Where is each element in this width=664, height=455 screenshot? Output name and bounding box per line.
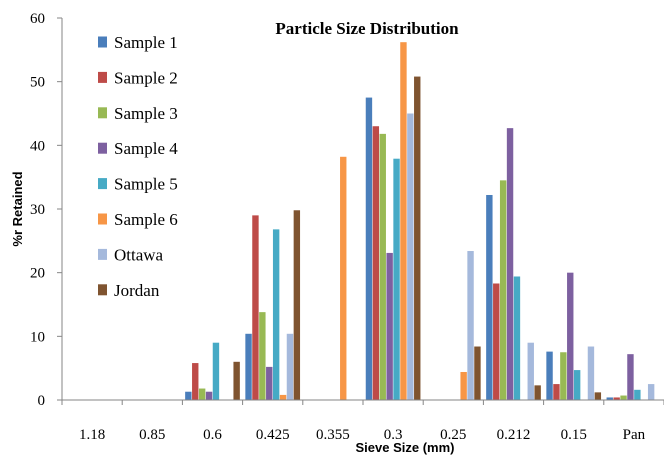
bar-sample-3-pan: [620, 395, 627, 400]
x-axis-label: Sieve Size (mm): [356, 440, 455, 455]
y-tick-label: 10: [30, 329, 45, 345]
bar-jordan-0_3: [414, 76, 421, 400]
legend-item-sample-3: Sample 3: [98, 104, 178, 123]
x-tick-label: 1.18: [79, 427, 105, 443]
bar-sample-1-0_212: [486, 194, 493, 400]
bar-jordan-0_212: [534, 385, 541, 400]
bar-sample-6-0_3: [400, 42, 407, 400]
bar-sample-2-0_3: [372, 126, 380, 400]
bar-jordan-0_25: [474, 346, 481, 400]
y-tick-label: 0: [38, 393, 46, 409]
legend-label: Ottawa: [114, 245, 164, 264]
x-tick-label: 0.15: [561, 427, 587, 443]
legend-item-ottawa: Ottawa: [98, 245, 164, 264]
y-tick-label: 30: [30, 202, 45, 218]
chart-title: Particle Size Distribution: [275, 19, 459, 38]
legend-swatch: [98, 178, 107, 190]
bar-sample-2-0_15: [553, 384, 560, 400]
bar-sample-5-0_425: [272, 229, 280, 400]
legend-swatch: [98, 107, 107, 119]
bar-sample-3-0_15: [560, 352, 567, 400]
x-tick-label: 0.212: [497, 427, 531, 443]
legend-label: Sample 6: [114, 210, 178, 229]
y-tick-label: 60: [30, 11, 45, 27]
y-ticks: 0 10 20 30 40 50 60: [30, 11, 62, 409]
x-tick-label: 0.355: [316, 427, 350, 443]
x-tick-label: 0.425: [256, 427, 290, 443]
bar-sample-1-0_6: [185, 391, 192, 400]
legend-label: Sample 2: [114, 68, 178, 87]
bar-ottawa-0_212: [527, 342, 534, 400]
bar-sample-5-0_3: [393, 158, 400, 400]
bar-jordan-0_15: [594, 392, 602, 400]
bar-sample-2-0_212: [493, 283, 500, 400]
legend-label: Jordan: [114, 281, 160, 300]
legend-item-sample-4: Sample 4: [98, 139, 178, 158]
x-tick-label: 0.3: [384, 427, 403, 443]
bar-sample-3-0_425: [259, 312, 266, 400]
y-tick-label: 20: [30, 266, 45, 282]
bar-ottawa-0_3: [407, 113, 414, 400]
bar-sample-6-0_425: [279, 394, 287, 400]
legend-swatch: [98, 36, 107, 48]
y-tick-label: 50: [30, 75, 45, 91]
bar-sample-4-0_3: [386, 252, 393, 400]
bar-sample-5-pan: [634, 389, 641, 400]
x-tick-label: 0.25: [440, 427, 466, 443]
legend: Sample 1 Sample 2 Sample 3 Sample 4 Sample 5…: [98, 33, 178, 300]
legend-label: Sample 3: [114, 104, 178, 123]
legend-swatch: [98, 284, 107, 296]
legend-label: Sample 5: [114, 175, 178, 194]
bar-sample-1-0_3: [365, 97, 373, 400]
bar-sample-5-0_212: [513, 276, 521, 400]
bar-sample-1-0_15: [546, 351, 553, 400]
y-tick-label: 40: [30, 138, 45, 154]
bar-sample-4-0_15: [567, 272, 574, 400]
bar-jordan-0_425: [293, 210, 301, 400]
legend-swatch: [98, 213, 107, 225]
bar-jordan-0_6: [233, 361, 240, 400]
bar-sample-3-0_212: [499, 180, 507, 400]
bar-sample-5-0_6: [212, 342, 220, 400]
bar-sample-5-0_15: [573, 370, 581, 400]
legend-label: Sample 1: [114, 33, 178, 52]
bar-sample-2-0_425: [252, 215, 259, 400]
bar-sample-3-0_6: [198, 388, 206, 400]
bar-ottawa-0_15: [587, 346, 595, 400]
bar-ottawa-0_25: [467, 251, 474, 400]
bar-sample-6-0_25: [460, 371, 467, 400]
legend-item-jordan: Jordan: [98, 281, 160, 300]
x-tick-label: Pan: [623, 427, 646, 443]
legend-item-sample-5: Sample 5: [98, 175, 178, 194]
bar-sample-4-0_425: [266, 366, 273, 400]
bar-sample-3-0_3: [379, 133, 386, 400]
bar-sample-2-pan: [613, 397, 620, 400]
legend-swatch: [98, 248, 107, 260]
x-ticks: 1.18 0.85 0.6 0.425 0.355 0.3 0.25 0.212 0.15 Pan: [61, 400, 664, 443]
bar-sample-6-0_355: [340, 156, 347, 400]
x-tick-label: 0.6: [203, 427, 222, 443]
bars-layer: [185, 42, 655, 400]
legend-swatch: [98, 71, 107, 83]
legend-item-sample-6: Sample 6: [98, 210, 178, 229]
bar-sample-4-0_6: [205, 391, 213, 400]
legend-item-sample-1: Sample 1: [98, 33, 178, 52]
bar-sample-4-pan: [627, 354, 634, 400]
legend-label: Sample 4: [114, 139, 178, 158]
x-tick-label: 0.85: [139, 427, 165, 443]
y-axis-label: %r Retained: [10, 171, 25, 246]
bar-sample-1-pan: [606, 397, 613, 400]
bar-ottawa-pan: [647, 384, 655, 400]
bar-sample-4-0_212: [506, 128, 514, 400]
bar-sample-1-0_425: [245, 333, 252, 400]
legend-item-sample-2: Sample 2: [98, 68, 178, 87]
bar-ottawa-0_425: [286, 333, 294, 400]
bar-sample-2-0_6: [192, 363, 199, 400]
legend-swatch: [98, 142, 107, 154]
